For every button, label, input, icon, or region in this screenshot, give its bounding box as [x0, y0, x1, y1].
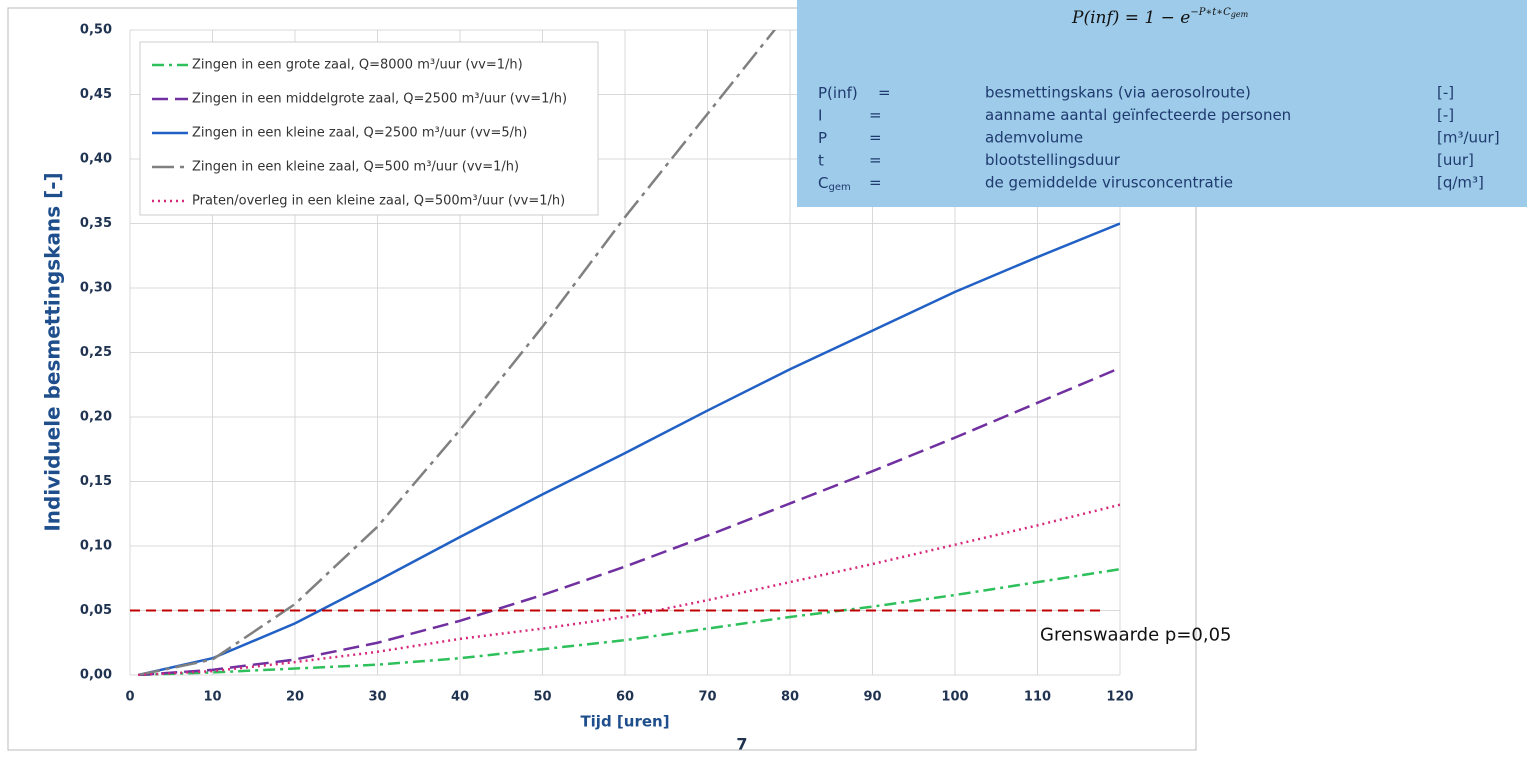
unit: [uur]	[1437, 151, 1474, 169]
symbol-sub: gem	[828, 182, 850, 193]
legend-label: Praten/overleg in een kleine zaal, Q=500…	[192, 194, 565, 209]
legend-label: Zingen in een grote zaal, Q=8000 m³/uur …	[192, 58, 523, 73]
formula-exponent: −P∗t∗C	[1190, 7, 1231, 18]
x-axis-title: Tijd [uren]	[580, 713, 669, 731]
series-line	[138, 567, 1120, 676]
equals: =	[869, 151, 882, 169]
y-tick-label: 0,25	[80, 345, 112, 360]
y-tick-label: 0,15	[80, 474, 112, 489]
unit: [m³/uur]	[1437, 129, 1500, 147]
plot-area	[130, 30, 1120, 676]
symbol: Cgem	[818, 174, 851, 194]
x-tick-label: 50	[533, 690, 551, 705]
x-tick-label: 20	[286, 690, 304, 705]
description: besmettingskans (via aerosolroute)	[985, 84, 1251, 102]
page-number: 7	[736, 735, 747, 754]
y-tick-label: 0,10	[80, 539, 112, 554]
y-tick-label: 0,35	[80, 216, 112, 231]
unit: [-]	[1437, 106, 1454, 124]
series-line	[138, 366, 1120, 676]
symbol: P(inf)	[818, 84, 858, 102]
series-line	[138, 503, 1120, 676]
description: aanname aantal geïnfecteerde personen	[985, 106, 1291, 124]
legend-label: Zingen in een middelgrote zaal, Q=2500 m…	[192, 92, 567, 107]
equals: =	[878, 84, 891, 102]
series-line	[137, 222, 1120, 676]
series-line	[137, 30, 777, 676]
description: de gemiddelde virusconcentratie	[985, 174, 1233, 192]
x-tick-label: 120	[1106, 690, 1133, 705]
description: blootstellingsduur	[985, 151, 1121, 169]
symbol: P	[818, 129, 827, 147]
symbol-text: C	[818, 174, 828, 192]
equals: =	[869, 106, 882, 124]
formula-base: P(inf) = 1 − e	[1071, 8, 1190, 28]
x-tick-label: 80	[781, 690, 799, 705]
unit: [-]	[1437, 84, 1454, 102]
equals: =	[869, 174, 882, 192]
x-tick-label: 40	[451, 690, 469, 705]
y-tick-label: 0,45	[80, 87, 112, 102]
symbol: I	[818, 106, 822, 124]
legend-label: Zingen in een kleine zaal, Q=2500 m³/uur…	[192, 126, 527, 141]
y-tick-label: 0,05	[80, 603, 112, 618]
threshold-label: Grenswaarde p=0,05	[1040, 625, 1232, 646]
symbol-text: t	[818, 151, 824, 169]
y-tick-label: 0,00	[80, 668, 112, 683]
x-tick-label: 30	[368, 690, 386, 705]
legend	[139, 41, 599, 216]
x-tick-label: 70	[698, 690, 716, 705]
equals: =	[869, 129, 882, 147]
description: ademvolume	[985, 129, 1083, 147]
symbol-text: P(inf)	[818, 84, 858, 102]
y-axis-title: Individuele besmettingskans [-]	[41, 172, 65, 531]
legend-entries: Zingen in een grote zaal, Q=8000 m³/uur …	[152, 58, 567, 209]
formula-box: P(inf) = 1 − e−P∗t∗Cgem P(inf) = besmettin…	[797, 0, 1527, 207]
symbol: t	[818, 151, 824, 169]
x-tick-label: 60	[616, 690, 634, 705]
x-tick-label: 0	[125, 690, 134, 705]
formula-background	[797, 0, 1527, 207]
formula-exponent-sub: gem	[1231, 10, 1249, 19]
symbol-text: P	[818, 129, 827, 147]
formula: P(inf) = 1 − e−P∗t∗Cgem	[1071, 7, 1249, 28]
symbol-text: I	[818, 106, 822, 124]
x-tick-label: 10	[203, 690, 221, 705]
legend-label: Zingen in een kleine zaal, Q=500 m³/uur …	[192, 160, 519, 175]
x-tick-label: 90	[863, 690, 881, 705]
x-tick-label: 100	[941, 690, 968, 705]
y-tick-label: 0,50	[80, 23, 112, 38]
unit: [q/m³]	[1437, 174, 1484, 192]
y-tick-label: 0,20	[80, 410, 112, 425]
y-tick-label: 0,40	[80, 152, 112, 167]
y-tick-label: 0,30	[80, 281, 112, 296]
x-tick-label: 110	[1024, 690, 1051, 705]
